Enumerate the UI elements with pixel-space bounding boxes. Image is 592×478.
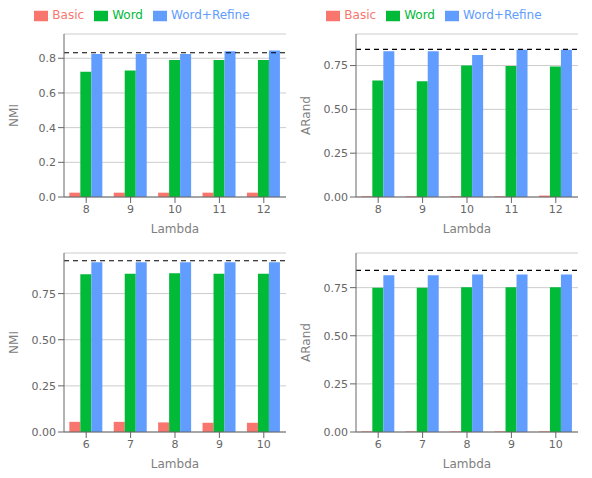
svg-text:Lambda: Lambda: [151, 457, 199, 471]
svg-text:0.6: 0.6: [39, 87, 57, 100]
svg-text:12: 12: [257, 203, 271, 216]
svg-text:10: 10: [549, 438, 563, 451]
svg-text:NMI: NMI: [8, 331, 21, 354]
svg-text:NMI: NMI: [8, 104, 21, 127]
svg-text:Lambda: Lambda: [443, 457, 491, 471]
svg-text:0.8: 0.8: [39, 52, 57, 65]
svg-text:0.0: 0.0: [39, 191, 57, 204]
svg-text:0.50: 0.50: [324, 330, 349, 343]
svg-text:6: 6: [83, 438, 90, 451]
svg-text:ARand: ARand: [299, 323, 313, 362]
svg-text:11: 11: [212, 203, 226, 216]
svg-text:0.75: 0.75: [324, 59, 349, 72]
svg-text:9: 9: [419, 203, 426, 216]
svg-text:0.75: 0.75: [32, 288, 57, 301]
svg-text:7: 7: [419, 438, 426, 451]
svg-text:0.25: 0.25: [324, 147, 349, 160]
svg-text:11: 11: [504, 203, 518, 216]
svg-text:0.00: 0.00: [32, 426, 57, 439]
html-text:Word+Refine: Word+Refine: [463, 8, 542, 22]
svg-text:0.50: 0.50: [324, 103, 349, 116]
svg-text:9: 9: [216, 438, 223, 451]
svg-text:ARand: ARand: [299, 96, 313, 135]
svg-text:10: 10: [460, 203, 474, 216]
svg-text:8: 8: [375, 203, 382, 216]
svg-text:10: 10: [257, 438, 271, 451]
svg-text:9: 9: [127, 203, 134, 216]
svg-text:0.50: 0.50: [32, 334, 57, 347]
svg-text:0.25: 0.25: [32, 380, 57, 393]
svg-text:8: 8: [172, 438, 179, 451]
svg-text:12: 12: [549, 203, 563, 216]
svg-text:7: 7: [127, 438, 134, 451]
html-text:Basic: Basic: [344, 8, 377, 22]
html-text:Basic: Basic: [52, 8, 85, 22]
svg-text:8: 8: [83, 203, 90, 216]
html-text:Word: Word: [112, 8, 143, 22]
svg-text:0.00: 0.00: [324, 426, 349, 439]
svg-text:0.2: 0.2: [39, 156, 57, 169]
html-text:Word: Word: [404, 8, 435, 22]
svg-text:Lambda: Lambda: [151, 222, 199, 236]
svg-text:0.25: 0.25: [324, 378, 349, 391]
html-text:Word+Refine: Word+Refine: [171, 8, 250, 22]
svg-text:0.4: 0.4: [39, 122, 57, 135]
svg-text:8: 8: [464, 438, 471, 451]
svg-text:9: 9: [508, 438, 515, 451]
svg-text:0.75: 0.75: [324, 282, 349, 295]
svg-text:Lambda: Lambda: [443, 222, 491, 236]
svg-text:6: 6: [375, 438, 382, 451]
svg-text:10: 10: [168, 203, 182, 216]
svg-text:0.00: 0.00: [324, 191, 349, 204]
